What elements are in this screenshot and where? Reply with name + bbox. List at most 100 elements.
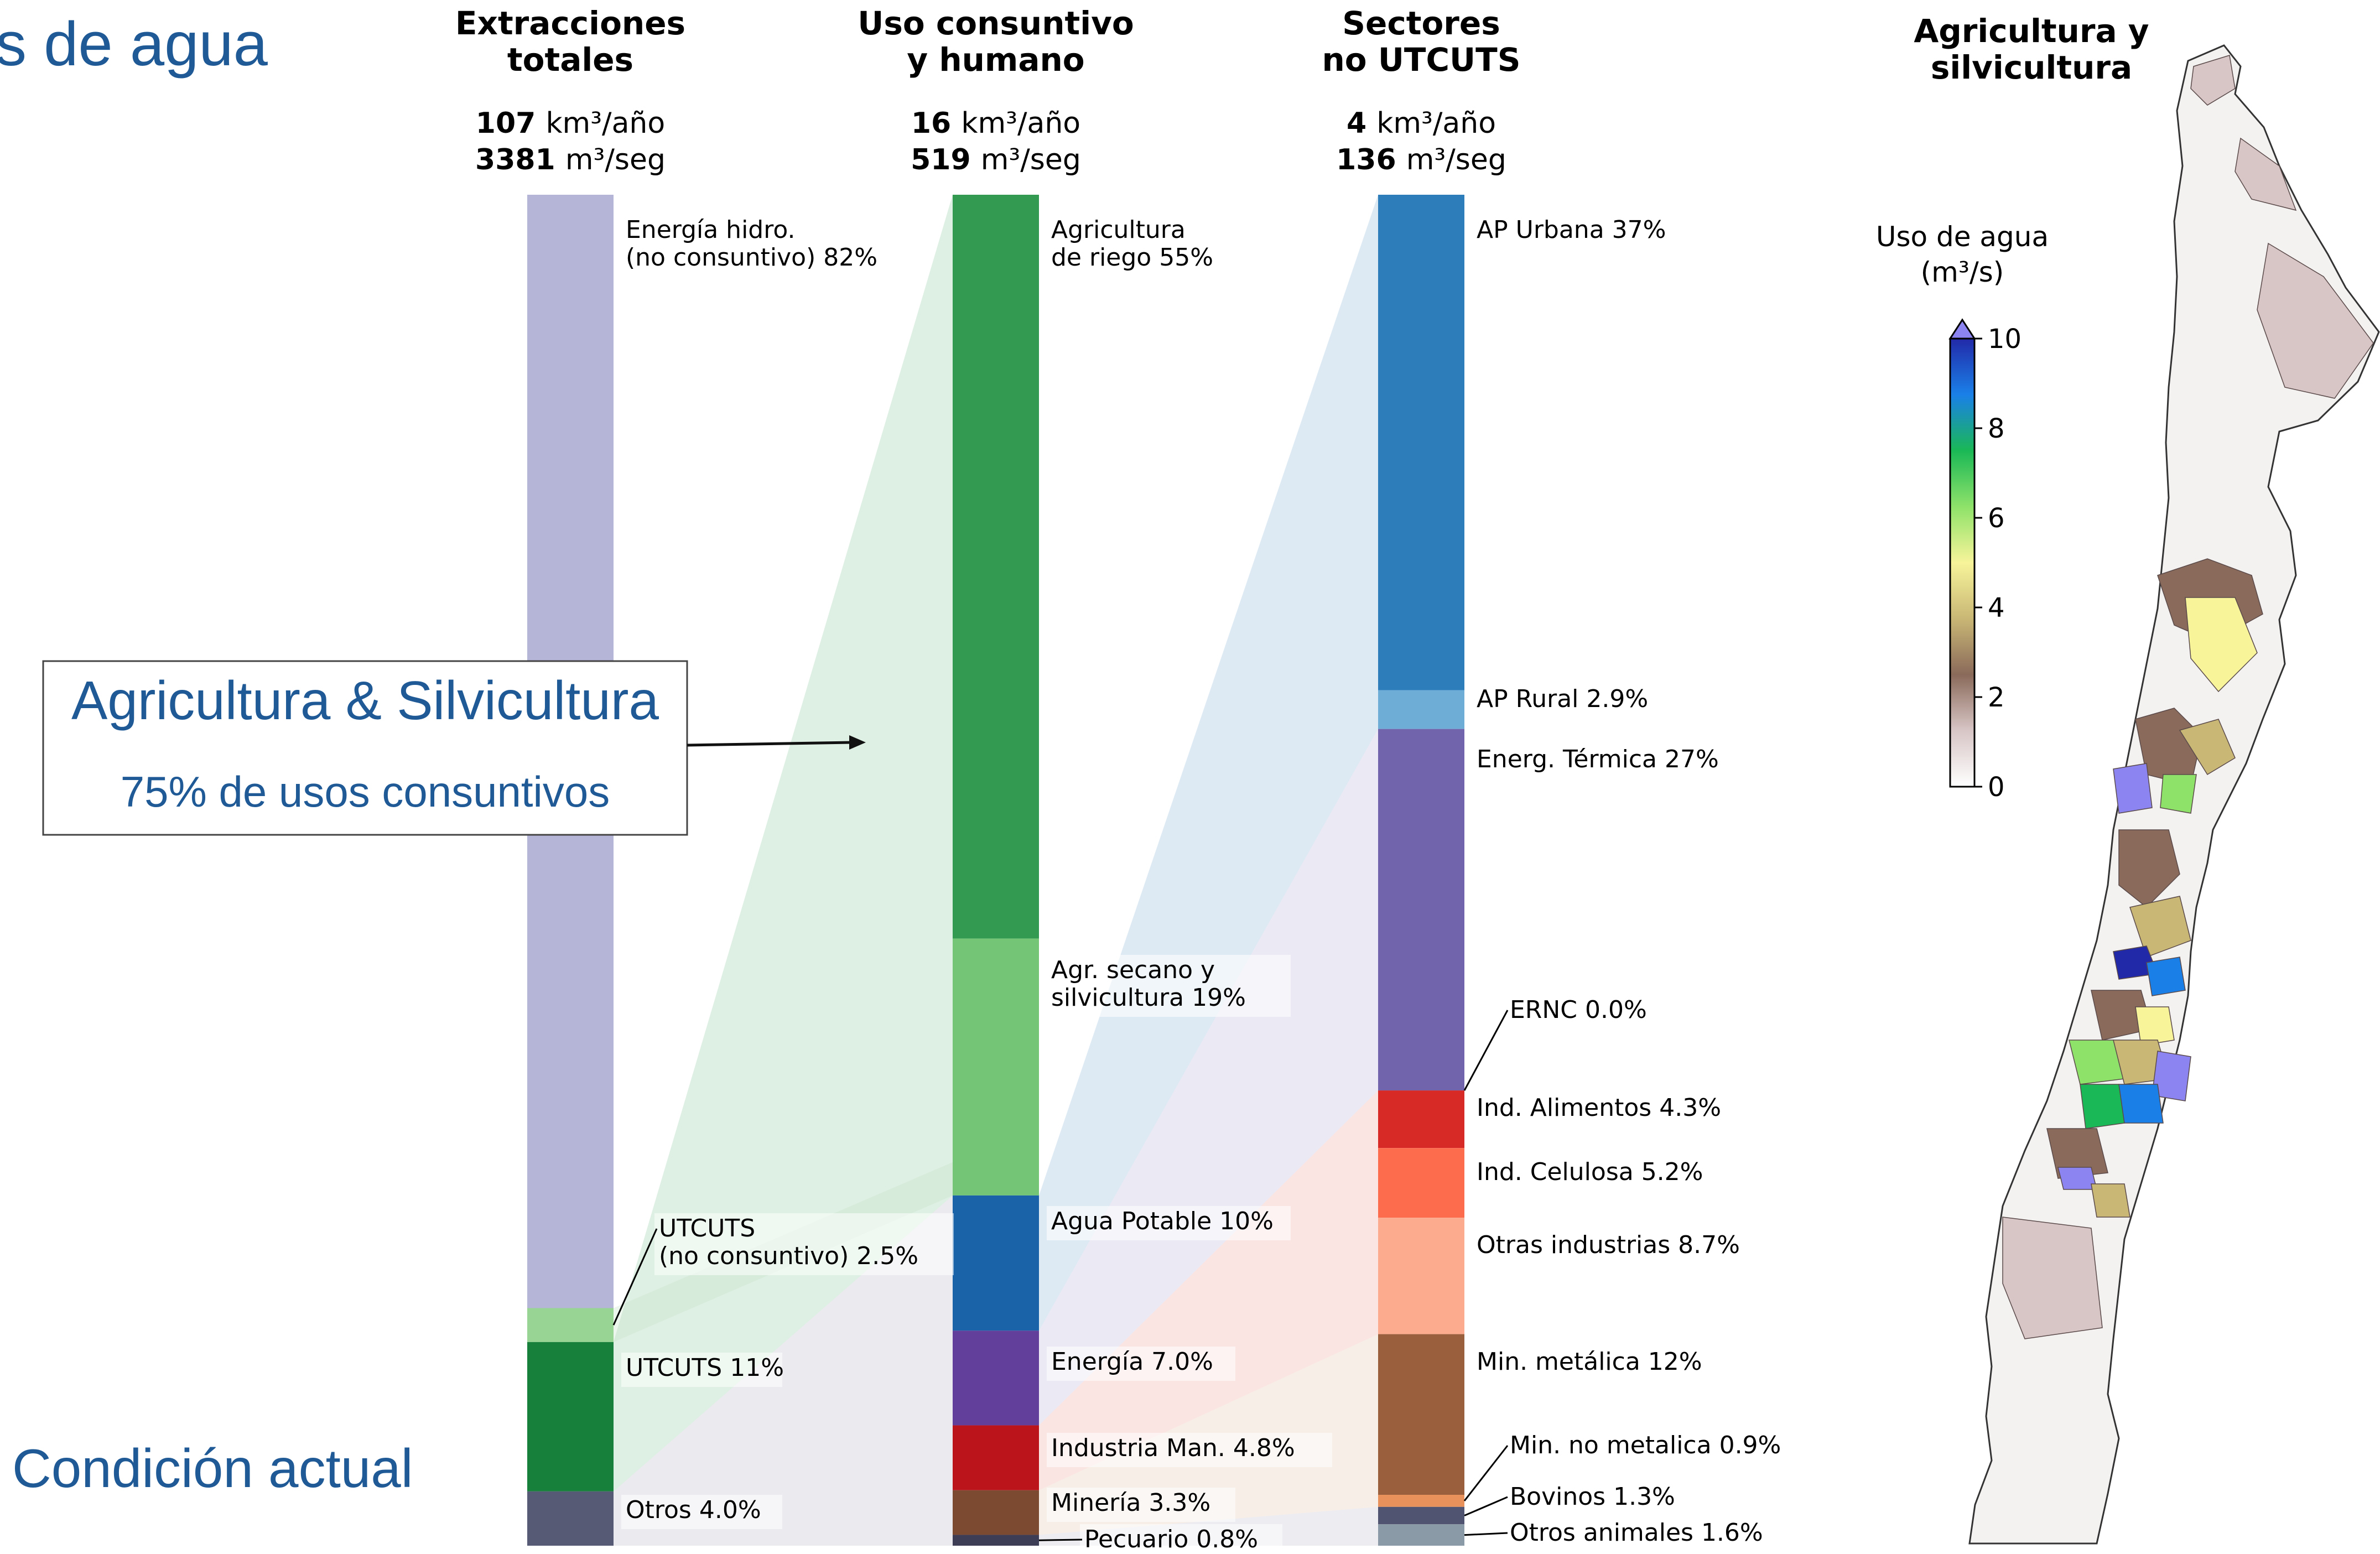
column-title: Extracciones totales bbox=[455, 4, 685, 79]
label-leader bbox=[1463, 1445, 1509, 1501]
label-background bbox=[1047, 1206, 1291, 1240]
basin-north-3 bbox=[2257, 242, 2374, 399]
segment-label: Energía 7.0% bbox=[1051, 1348, 1213, 1376]
segment-label: Agricultura de riego 55% bbox=[1051, 216, 1213, 272]
segment-label: Otras industrias 8.7% bbox=[1477, 1231, 1740, 1259]
bar-segment bbox=[1378, 690, 1464, 729]
colorbar-tick-label: 6 bbox=[1988, 503, 2005, 534]
bar-segment bbox=[1378, 1148, 1464, 1218]
bar-segment bbox=[1378, 729, 1464, 1091]
basin-north-2 bbox=[2235, 137, 2297, 211]
label-background bbox=[1472, 215, 1675, 249]
bar-segment bbox=[527, 1342, 614, 1491]
bar-segment bbox=[1378, 1090, 1464, 1148]
colorbar-ramp bbox=[1949, 337, 1976, 788]
label-background bbox=[1080, 1524, 1282, 1554]
basin-center-4 bbox=[2179, 719, 2236, 776]
total-volume: 16 km³/año bbox=[911, 107, 1080, 140]
flow-otros-to-other-uses bbox=[614, 1195, 953, 1546]
flow-agua-potable bbox=[1039, 195, 1378, 1331]
colorbar-tick-label: 8 bbox=[1988, 413, 2005, 444]
colorbar-tick-label: 0 bbox=[1988, 772, 2005, 803]
bar-segment bbox=[953, 1535, 1039, 1546]
label-background bbox=[1047, 1433, 1332, 1467]
segment-label: UTCUTS (no consuntivo) 2.5% bbox=[659, 1214, 918, 1270]
slide-title-fragment: s de agua bbox=[0, 9, 268, 79]
callout-title: Agricultura & Silvicultura bbox=[71, 670, 659, 731]
bar-segment bbox=[1378, 195, 1464, 690]
total-volume: 4 km³/año bbox=[1347, 107, 1496, 140]
column-title: Uso consuntivo y humano bbox=[858, 4, 1134, 79]
label-background bbox=[1505, 995, 1653, 1029]
label-background bbox=[621, 1353, 782, 1387]
colorbar-tick-label: 2 bbox=[1988, 682, 2005, 713]
callout-arrow bbox=[687, 741, 853, 747]
basin-south-10 bbox=[2080, 1084, 2125, 1129]
segment-label: Agr. secano y silvicultura 19% bbox=[1051, 956, 1246, 1012]
flow-industria bbox=[1039, 1090, 1378, 1490]
callout-arrow-head bbox=[849, 735, 866, 750]
label-background bbox=[1047, 1347, 1235, 1381]
colorbar: Uso de agua (m³/s) 0 2 4 6 8 10 bbox=[1876, 221, 2049, 803]
total-flow: 3381 m³/seg bbox=[475, 143, 666, 176]
colorbar-tick-label: 10 bbox=[1988, 324, 2022, 355]
basin-north-1 bbox=[2190, 55, 2236, 106]
bar-segment bbox=[953, 1490, 1039, 1535]
segment-label: Ind. Alimentos 4.3% bbox=[1477, 1094, 1721, 1122]
callout-box: Agricultura & Silvicultura 75% de usos c… bbox=[42, 660, 866, 836]
map-title: Agricultura y silvicultura bbox=[1914, 12, 2149, 86]
segment-label: AP Urbana 37% bbox=[1477, 216, 1666, 244]
segment-label: UTCUTS 11% bbox=[626, 1354, 784, 1382]
label-background bbox=[1472, 1230, 1785, 1264]
segment-label: AP Rural 2.9% bbox=[1477, 685, 1648, 713]
label-leader bbox=[1464, 1532, 1508, 1536]
total-flow: 519 m³/seg bbox=[911, 143, 1081, 176]
segment-label: Energía hidro. (no consuntivo) 82% bbox=[626, 216, 877, 272]
bar-segment bbox=[527, 1308, 614, 1342]
segment-label: Otros 4.0% bbox=[626, 1496, 761, 1524]
label-background bbox=[1472, 1347, 1730, 1381]
basin-south-14 bbox=[2091, 1183, 2130, 1218]
label-background bbox=[1472, 1157, 1744, 1191]
label-background bbox=[1472, 684, 1675, 718]
label-background bbox=[1505, 1517, 1791, 1552]
label-background bbox=[1047, 215, 1235, 277]
segment-labels: Energía hidro. (no consuntivo) 82% UTCUTS(… bbox=[612, 215, 1818, 1554]
segment-label: Min. metálica 12% bbox=[1477, 1348, 1702, 1376]
bar-segment bbox=[1378, 1334, 1464, 1495]
condition-label: Condición actual bbox=[12, 1438, 413, 1499]
segment-label: Ind. Celulosa 5.2% bbox=[1477, 1158, 1703, 1186]
label-background bbox=[1047, 1488, 1235, 1522]
basin-center-5 bbox=[2113, 763, 2153, 814]
basin-south-6 bbox=[2135, 1006, 2175, 1046]
segment-label: Min. no metalica 0.9% bbox=[1510, 1431, 1781, 1459]
basin-center-6 bbox=[2160, 774, 2197, 814]
segment-label: Agua Potable 10% bbox=[1051, 1207, 1274, 1235]
label-background bbox=[1505, 1482, 1694, 1516]
bar-segment bbox=[1378, 1524, 1464, 1546]
basin-south-4 bbox=[2146, 957, 2186, 996]
label-background bbox=[1047, 955, 1291, 1017]
bar-segment bbox=[1378, 1495, 1464, 1507]
segment-label: Pecuario 0.8% bbox=[1084, 1525, 1258, 1553]
basin-center-2 bbox=[2185, 597, 2258, 693]
basin-south-2 bbox=[2129, 896, 2191, 958]
label-background bbox=[1472, 744, 1744, 778]
column-title: Sectores no UTCUTS bbox=[1322, 4, 1521, 79]
label-background bbox=[1472, 1093, 1758, 1127]
colorbar-label: Uso de agua (m³/s) bbox=[1876, 221, 2049, 288]
bar-segment bbox=[1378, 1506, 1464, 1525]
total-flow: 136 m³/seg bbox=[1336, 143, 1506, 176]
label-background bbox=[1505, 1430, 1818, 1464]
flow-bands bbox=[614, 195, 1378, 1546]
basin-south-9 bbox=[2152, 1051, 2191, 1101]
segment-label: Minería 3.3% bbox=[1051, 1489, 1210, 1517]
total-volume: 107 km³/año bbox=[476, 107, 665, 140]
basin-south-1 bbox=[2118, 829, 2180, 908]
segment-label: ERNC 0.0% bbox=[1510, 996, 1647, 1024]
segment-label: Bovinos 1.3% bbox=[1510, 1483, 1675, 1511]
segment-label: Otros animales 1.6% bbox=[1510, 1519, 1763, 1547]
label-leader bbox=[1464, 1496, 1508, 1516]
bar-segment bbox=[953, 195, 1039, 939]
